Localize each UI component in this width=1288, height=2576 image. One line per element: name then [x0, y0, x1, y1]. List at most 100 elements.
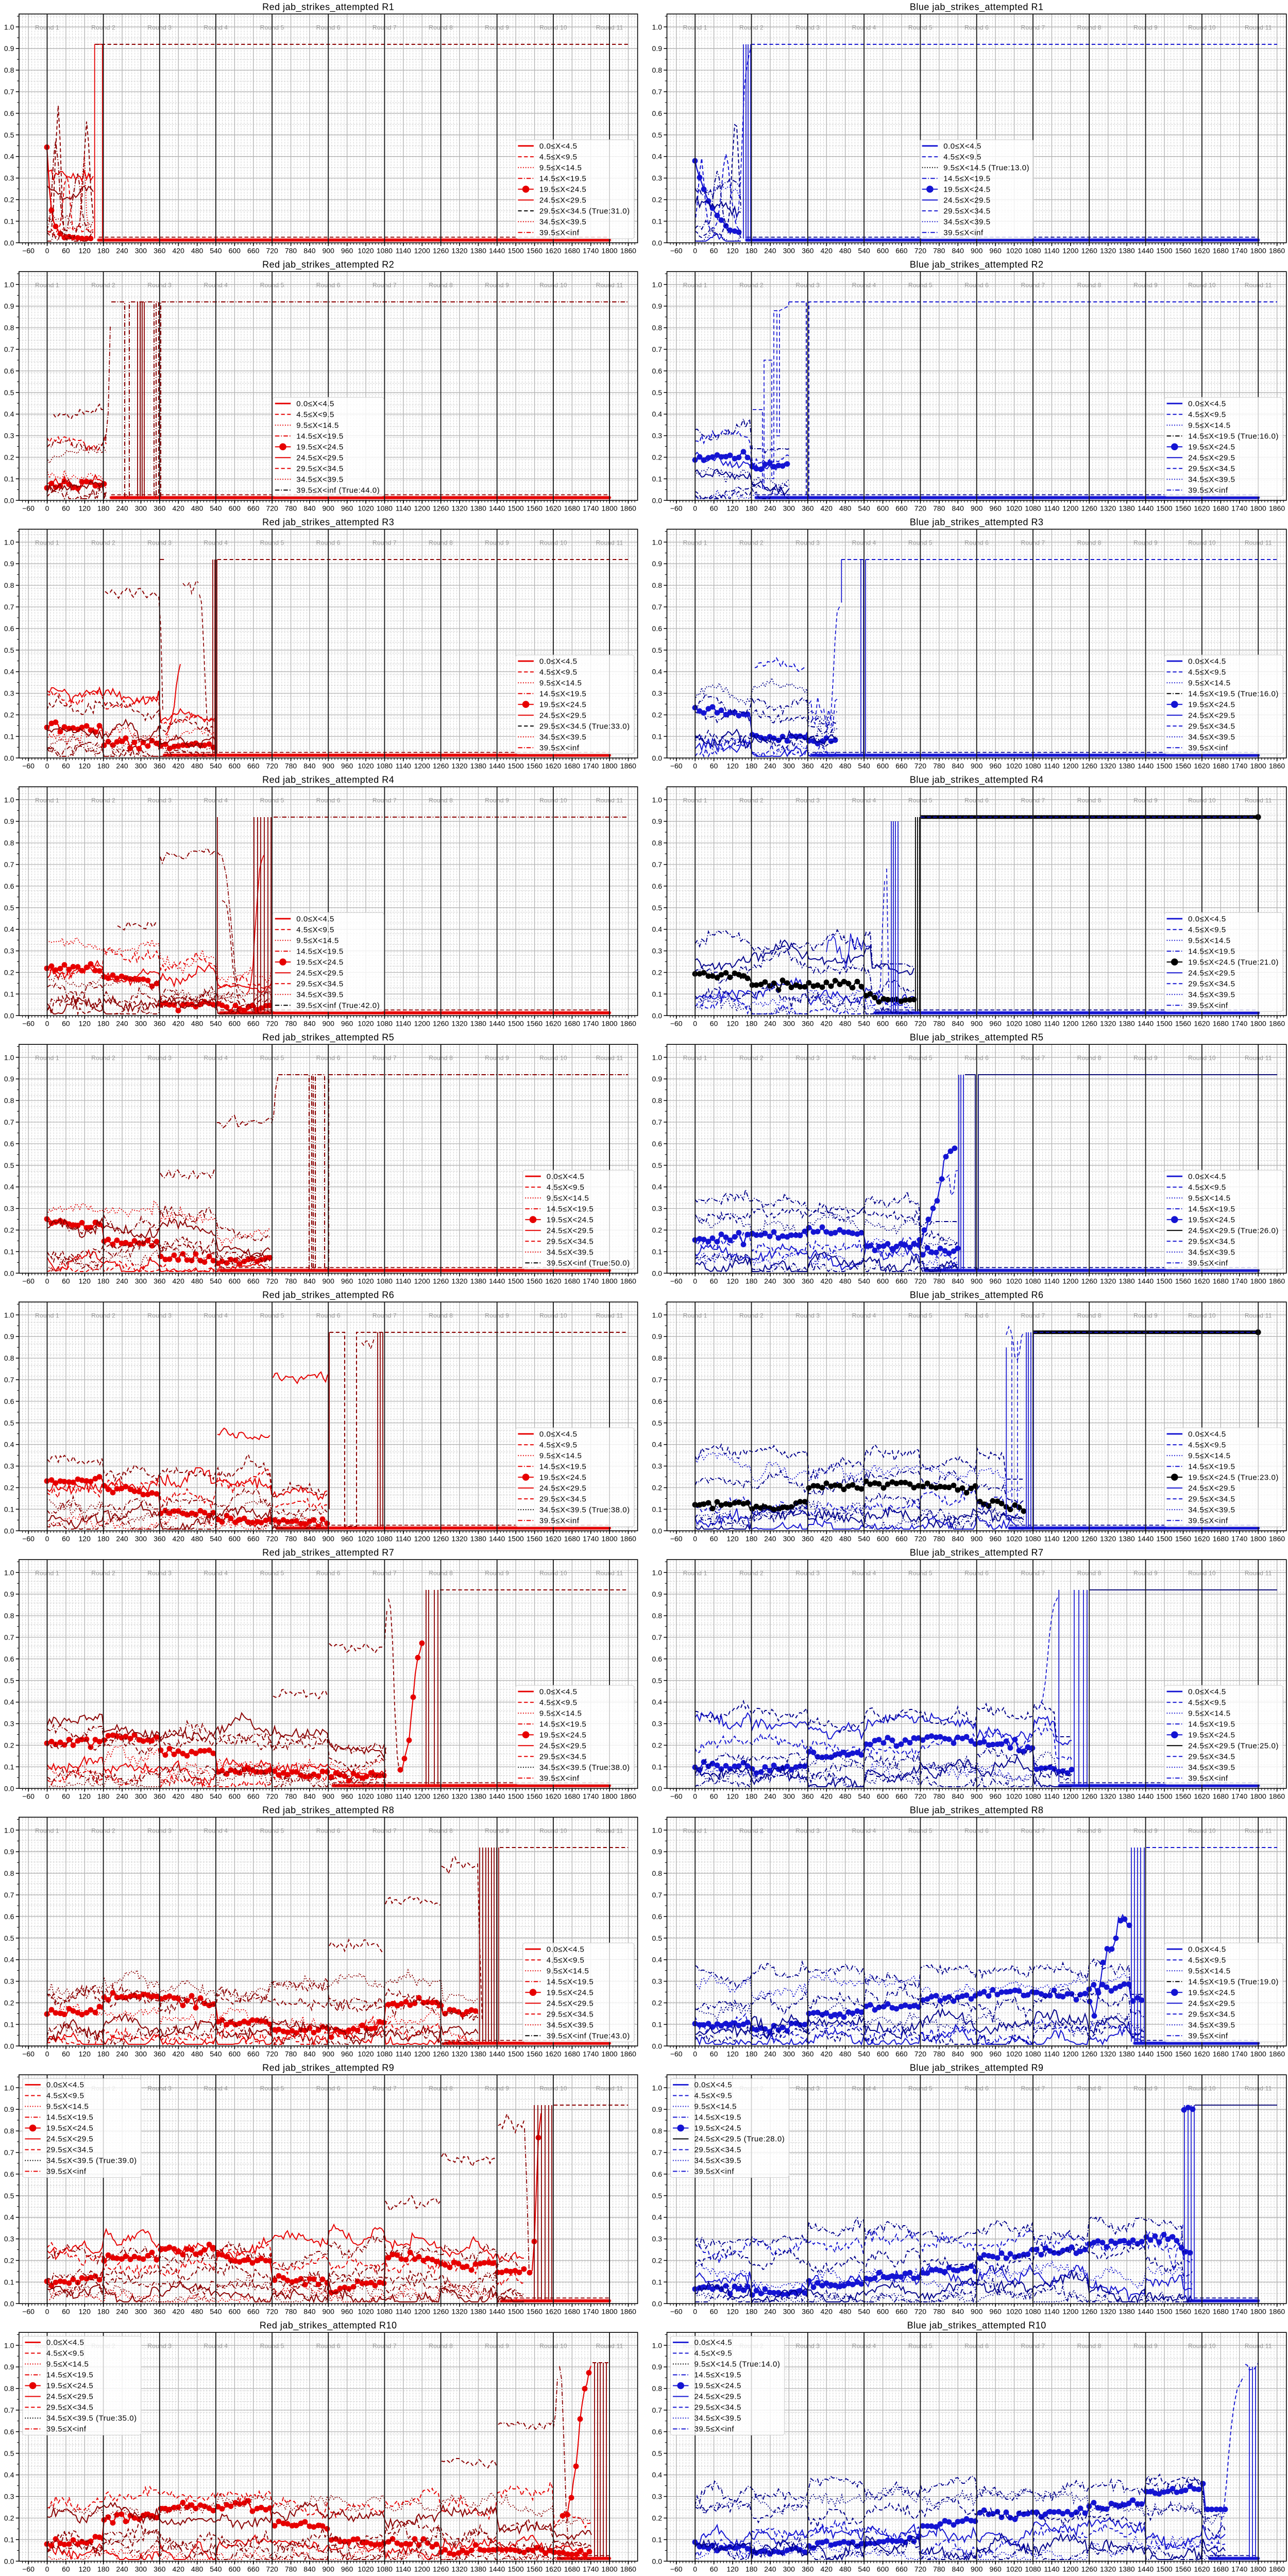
- svg-text:0.1: 0.1: [652, 990, 663, 998]
- svg-text:840: 840: [303, 504, 316, 513]
- svg-text:0.0≤X<4.5: 0.0≤X<4.5: [46, 2338, 84, 2347]
- svg-text:−60: −60: [22, 1277, 35, 1285]
- svg-text:960: 960: [341, 2308, 353, 2316]
- svg-text:−60: −60: [670, 1792, 683, 1801]
- svg-text:0.9: 0.9: [652, 1590, 663, 1598]
- svg-text:600: 600: [877, 1535, 889, 1543]
- svg-text:960: 960: [989, 762, 1002, 770]
- svg-text:1380: 1380: [1119, 1020, 1135, 1028]
- svg-text:1860: 1860: [1269, 2565, 1285, 2573]
- svg-text:120: 120: [726, 1792, 739, 1801]
- svg-text:720: 720: [266, 504, 278, 513]
- svg-text:720: 720: [914, 247, 927, 255]
- svg-text:1260: 1260: [433, 762, 449, 770]
- svg-text:240: 240: [116, 1792, 128, 1801]
- svg-text:1200: 1200: [1062, 2050, 1078, 2058]
- svg-text:660: 660: [895, 504, 908, 513]
- svg-text:1140: 1140: [396, 2565, 411, 2573]
- svg-text:660: 660: [895, 2308, 908, 2316]
- svg-text:34.5≤X<39.5: 34.5≤X<39.5: [694, 2414, 741, 2423]
- svg-text:39.5≤X<inf (True:44.0): 39.5≤X<inf (True:44.0): [296, 486, 380, 495]
- svg-text:Red jab_strikes_attempted R4: Red jab_strikes_attempted R4: [262, 775, 394, 786]
- svg-text:0.1: 0.1: [652, 1762, 663, 1771]
- svg-text:24.5≤X<29.5: 24.5≤X<29.5: [1188, 711, 1235, 720]
- svg-text:360: 360: [154, 504, 166, 513]
- svg-text:1860: 1860: [1269, 1792, 1285, 1801]
- svg-text:1680: 1680: [564, 504, 580, 513]
- svg-text:600: 600: [877, 2565, 889, 2573]
- svg-text:24.5≤X<29.5: 24.5≤X<29.5: [1188, 453, 1235, 462]
- svg-text:360: 360: [154, 2050, 166, 2058]
- svg-text:0.5: 0.5: [4, 1419, 14, 1427]
- svg-text:39.5≤X<inf: 39.5≤X<inf: [539, 1516, 580, 1525]
- svg-text:0: 0: [45, 1020, 49, 1028]
- svg-text:−60: −60: [22, 2308, 35, 2316]
- svg-text:39.5≤X<inf: 39.5≤X<inf: [539, 228, 580, 237]
- svg-text:720: 720: [914, 1535, 927, 1543]
- svg-text:Red jab_strikes_attempted R9: Red jab_strikes_attempted R9: [262, 2063, 394, 2074]
- svg-text:1860: 1860: [620, 762, 636, 770]
- svg-text:0: 0: [693, 504, 697, 513]
- svg-text:1.0: 1.0: [652, 23, 663, 31]
- svg-text:0.4: 0.4: [4, 925, 14, 934]
- svg-text:900: 900: [323, 247, 335, 255]
- svg-text:−60: −60: [670, 2565, 683, 2573]
- svg-text:300: 300: [783, 2565, 795, 2573]
- svg-text:420: 420: [821, 504, 833, 513]
- svg-text:0.7: 0.7: [4, 1118, 14, 1126]
- svg-text:1080: 1080: [377, 247, 393, 255]
- svg-text:0.0≤X<4.5: 0.0≤X<4.5: [694, 2081, 733, 2090]
- svg-text:9.5≤X<14.5: 9.5≤X<14.5: [46, 2360, 89, 2369]
- svg-text:9.5≤X<14.5: 9.5≤X<14.5: [1188, 1709, 1231, 1718]
- svg-text:0: 0: [45, 1277, 49, 1285]
- svg-text:360: 360: [802, 1020, 814, 1028]
- svg-text:0.3: 0.3: [4, 432, 14, 440]
- svg-text:0.0≤X<4.5: 0.0≤X<4.5: [46, 2081, 84, 2090]
- svg-text:0.5: 0.5: [652, 388, 663, 397]
- svg-text:1800: 1800: [1250, 1792, 1266, 1801]
- svg-text:0.0: 0.0: [652, 1527, 663, 1535]
- svg-text:240: 240: [116, 1535, 128, 1543]
- svg-text:0.3: 0.3: [652, 2493, 663, 2501]
- svg-text:540: 540: [858, 1277, 870, 1285]
- svg-text:39.5≤X<inf (True:42.0): 39.5≤X<inf (True:42.0): [296, 1001, 380, 1010]
- svg-text:420: 420: [173, 1535, 185, 1543]
- svg-text:1260: 1260: [1081, 1277, 1097, 1285]
- svg-text:0.0≤X<4.5: 0.0≤X<4.5: [1188, 1945, 1226, 1954]
- svg-text:0.5: 0.5: [652, 131, 663, 139]
- svg-text:600: 600: [229, 1277, 241, 1285]
- svg-text:39.5≤X<inf: 39.5≤X<inf: [694, 2425, 735, 2434]
- svg-text:480: 480: [191, 1792, 204, 1801]
- svg-text:0.5: 0.5: [4, 131, 14, 139]
- svg-text:14.5≤X<19.5: 14.5≤X<19.5: [539, 1462, 586, 1471]
- svg-text:14.5≤X<19.5: 14.5≤X<19.5: [1188, 1720, 1235, 1728]
- svg-text:0.0: 0.0: [4, 1527, 14, 1535]
- svg-text:0.0≤X<4.5: 0.0≤X<4.5: [539, 657, 578, 666]
- svg-text:60: 60: [62, 2050, 70, 2058]
- svg-text:0.3: 0.3: [652, 1205, 663, 1213]
- svg-text:0.4: 0.4: [652, 410, 663, 418]
- svg-text:1860: 1860: [1269, 762, 1285, 770]
- svg-text:1740: 1740: [583, 2308, 599, 2316]
- svg-text:1140: 1140: [396, 504, 411, 513]
- svg-text:1320: 1320: [451, 1277, 467, 1285]
- svg-text:300: 300: [783, 1020, 795, 1028]
- svg-text:−60: −60: [670, 2050, 683, 2058]
- svg-text:0.5: 0.5: [652, 2449, 663, 2458]
- svg-text:420: 420: [173, 504, 185, 513]
- svg-text:0.9: 0.9: [4, 560, 14, 568]
- svg-text:1620: 1620: [1194, 2050, 1210, 2058]
- svg-text:29.5≤X<34.5: 29.5≤X<34.5: [547, 2010, 594, 2019]
- svg-text:1680: 1680: [1213, 504, 1229, 513]
- svg-text:19.5≤X<24.5 (True:21.0): 19.5≤X<24.5 (True:21.0): [1188, 958, 1279, 967]
- svg-text:1200: 1200: [414, 1020, 430, 1028]
- svg-text:1.0: 1.0: [4, 2083, 14, 2092]
- svg-text:19.5≤X<24.5: 19.5≤X<24.5: [296, 958, 343, 967]
- svg-text:480: 480: [839, 2308, 852, 2316]
- svg-text:0.8: 0.8: [652, 839, 663, 847]
- svg-text:0.4: 0.4: [652, 1440, 663, 1449]
- svg-text:1140: 1140: [1044, 2308, 1059, 2316]
- svg-text:34.5≤X<39.5: 34.5≤X<39.5: [1188, 1505, 1235, 1514]
- svg-text:1.0: 1.0: [4, 795, 14, 804]
- svg-text:0.0≤X<4.5: 0.0≤X<4.5: [1188, 1430, 1226, 1438]
